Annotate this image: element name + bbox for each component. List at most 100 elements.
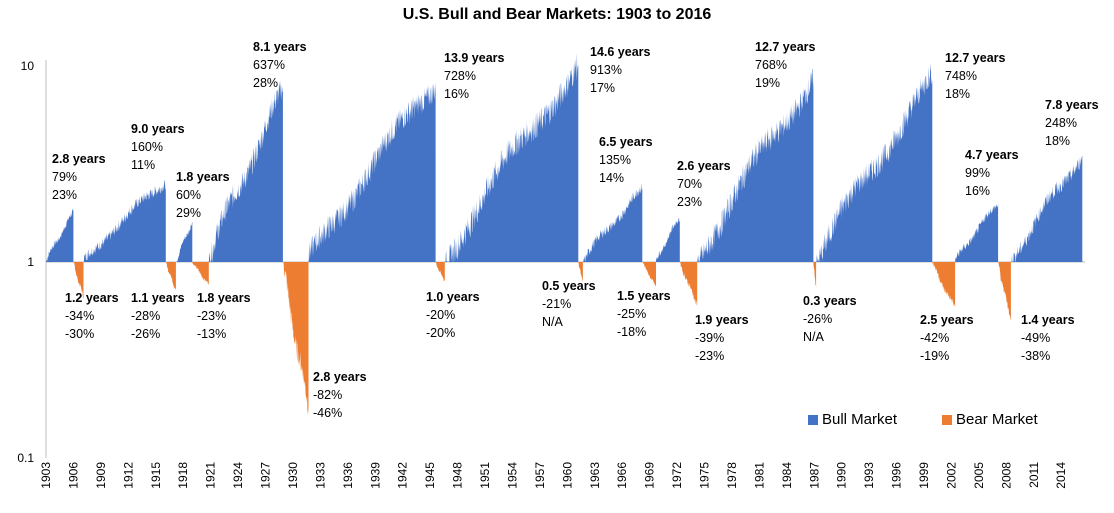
annotation-annual-7: -46% [313, 406, 342, 420]
annotation-gain-17: -26% [803, 312, 832, 326]
x-tick-label: 1972 [670, 462, 684, 489]
annotation-gain-3: -28% [131, 309, 160, 323]
annotation-gain-4: 60% [176, 188, 201, 202]
market-annotation-8: 13.9 years 728% 16% [444, 51, 505, 101]
chart-title: U.S. Bull and Bear Markets: 1903 to 2016 [402, 6, 712, 23]
annotation-duration-20: 4.7 years [965, 148, 1019, 162]
y-tick-label: 1 [27, 255, 34, 269]
annotation-annual-10: 17% [590, 81, 615, 95]
market-annotation-11: 0.5 years -21% N/A [542, 279, 596, 329]
annotation-gain-19: -42% [920, 331, 949, 345]
annotation-annual-8: 16% [444, 87, 469, 101]
annotation-annual-17: N/A [803, 330, 825, 344]
annotation-layer: 2.8 years 79% 23% 1.2 years -34% -30% 9.0 year… [52, 40, 1099, 420]
market-annotation-4: 1.8 years 60% 29% [176, 170, 230, 220]
market-annotation-6: 8.1 years 637% 28% [253, 40, 307, 90]
x-tick-label: 1984 [780, 462, 794, 489]
bear-market-area-11 [578, 262, 583, 283]
bear-market-area-7 [282, 262, 309, 415]
market-annotation-0: 2.8 years 79% 23% [52, 152, 106, 202]
annotation-gain-5: -23% [197, 309, 226, 323]
bear-market-area-3 [165, 262, 176, 290]
annotation-annual-18: 18% [945, 87, 970, 101]
annotation-annual-13: -18% [617, 325, 646, 339]
annotation-duration-15: 1.9 years [695, 313, 749, 327]
bear-market-area-9 [435, 262, 445, 281]
x-tick-label: 1954 [505, 462, 519, 489]
bull-market-area-8 [308, 82, 436, 262]
x-tick-label: 1957 [533, 462, 547, 489]
bull-market-area-18 [816, 62, 933, 262]
annotation-annual-14: 23% [677, 195, 702, 209]
annotation-gain-18: 748% [945, 69, 977, 83]
y-tick-label: 0.1 [17, 451, 34, 465]
annotation-duration-6: 8.1 years [253, 40, 307, 54]
x-tick-label: 1999 [917, 462, 931, 489]
x-tick-label: 1948 [451, 462, 465, 489]
x-tick-label: 2011 [1027, 462, 1041, 488]
x-tick-label: 1933 [313, 462, 327, 489]
annotation-gain-0: 79% [52, 170, 77, 184]
annotation-gain-10: 913% [590, 63, 622, 77]
bear-market-area-15 [679, 262, 698, 306]
annotation-duration-19: 2.5 years [920, 313, 974, 327]
annotation-gain-15: -39% [695, 331, 724, 345]
annotation-duration-7: 2.8 years [313, 370, 367, 384]
tick-layer: 10 1 0.1 1903 1906 1909 1912 1915 1918 1921 1924 19… [17, 59, 1068, 489]
bear-market-area-17 [813, 262, 817, 288]
annotation-annual-12: 14% [599, 171, 624, 185]
annotation-annual-22: 18% [1045, 134, 1070, 148]
bear-market-area-19 [932, 262, 956, 309]
bull-market-area-14 [656, 216, 680, 262]
bull-market-area-2 [83, 180, 166, 262]
x-tick-label: 1975 [698, 462, 712, 489]
market-annotation-19: 2.5 years -42% -19% [920, 313, 974, 363]
annotation-duration-22: 7.8 years [1045, 98, 1099, 112]
annotation-duration-0: 2.8 years [52, 152, 106, 166]
annotation-annual-20: 16% [965, 184, 990, 198]
annotation-duration-2: 9.0 years [131, 122, 185, 136]
market-annotation-7: 2.8 years -82% -46% [313, 370, 367, 420]
market-annotation-5: 1.8 years -23% -13% [197, 291, 251, 341]
x-tick-label: 1960 [560, 462, 574, 489]
market-annotation-13: 1.5 years -25% -18% [617, 289, 671, 339]
annotation-duration-11: 0.5 years [542, 279, 596, 293]
market-annotation-22: 7.8 years 248% 18% [1045, 98, 1099, 148]
bear-market-area-1 [73, 262, 84, 299]
x-tick-label: 1996 [890, 462, 904, 489]
x-tick-label: 2002 [944, 462, 958, 489]
annotation-duration-8: 13.9 years [444, 51, 505, 65]
market-annotation-9: 1.0 years -20% -20% [426, 290, 480, 340]
annotation-gain-16: 768% [755, 58, 787, 72]
x-tick-label: 1912 [121, 462, 135, 489]
x-tick-label: 1915 [149, 462, 163, 489]
bull-market-area-16 [697, 68, 814, 262]
x-tick-label: 1918 [176, 462, 190, 489]
annotation-annual-3: -26% [131, 327, 160, 341]
annotation-gain-14: 70% [677, 177, 702, 191]
annotation-duration-14: 2.6 years [677, 159, 731, 173]
annotation-annual-0: 23% [52, 188, 77, 202]
x-tick-label: 1942 [396, 462, 410, 489]
x-tick-label: 1921 [204, 462, 218, 489]
x-tick-label: 1936 [341, 462, 355, 489]
x-tick-label: 2005 [972, 462, 986, 489]
x-tick-label: 1939 [368, 462, 382, 489]
annotation-annual-16: 19% [755, 76, 780, 90]
market-annotation-14: 2.6 years 70% 23% [677, 159, 731, 209]
legend-item-bear: Bear Market [942, 411, 1038, 428]
annotation-annual-15: -23% [695, 349, 724, 363]
annotation-annual-21: -38% [1021, 349, 1050, 363]
legend-swatch-bear [942, 414, 952, 425]
annotation-gain-12: 135% [599, 153, 631, 167]
market-annotation-17: 0.3 years -26% N/A [803, 294, 857, 344]
x-tick-label: 2014 [1054, 462, 1068, 489]
legend-item-bull: Bull Market [808, 411, 897, 428]
x-tick-label: 1927 [259, 462, 273, 489]
market-annotation-20: 4.7 years 99% 16% [965, 148, 1019, 198]
bull-market-area-6 [208, 80, 283, 262]
annotation-annual-6: 28% [253, 76, 278, 90]
annotation-duration-17: 0.3 years [803, 294, 857, 308]
market-annotation-18: 12.7 years 748% 18% [945, 51, 1006, 101]
